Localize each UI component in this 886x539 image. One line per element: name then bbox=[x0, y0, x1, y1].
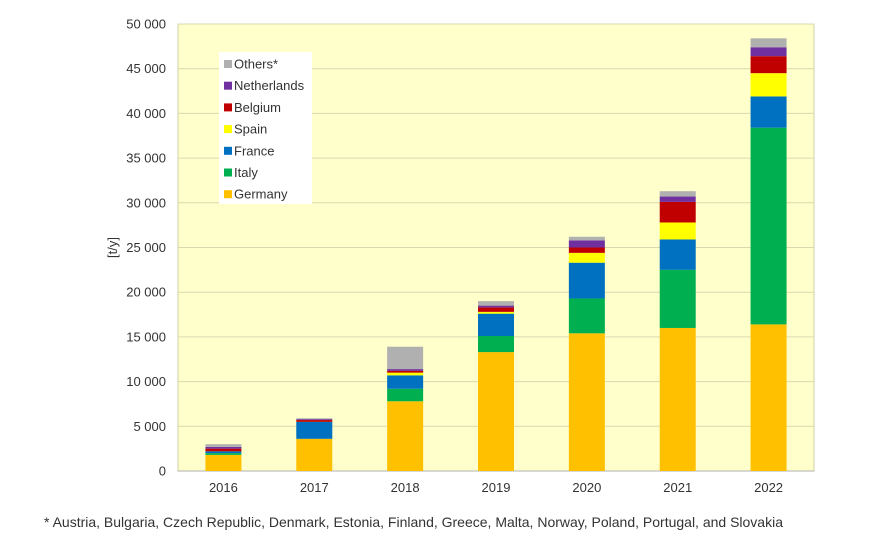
legend-swatch bbox=[224, 81, 232, 90]
bar-segment bbox=[387, 372, 424, 376]
y-tick-label: 5 000 bbox=[133, 419, 166, 434]
y-tick-label: 35 000 bbox=[126, 151, 166, 166]
bar-segment bbox=[750, 47, 787, 57]
legend-label: Belgium bbox=[234, 100, 281, 115]
y-tick-label: 25 000 bbox=[126, 240, 166, 255]
bar-segment bbox=[478, 311, 514, 314]
bar-segment bbox=[296, 421, 333, 439]
bar-segment bbox=[296, 419, 333, 421]
legend-label: France bbox=[234, 143, 274, 158]
legend-swatch bbox=[224, 168, 232, 177]
bar-segment bbox=[205, 451, 242, 454]
bar-segment bbox=[659, 196, 696, 202]
bar-segment bbox=[478, 313, 514, 337]
bars bbox=[205, 38, 787, 471]
legend-swatch bbox=[224, 146, 232, 155]
bar-segment bbox=[568, 298, 605, 334]
bar-segment bbox=[750, 56, 787, 74]
bar-segment bbox=[750, 324, 787, 471]
bar-segment bbox=[296, 438, 333, 471]
bar-segment bbox=[659, 191, 696, 197]
bar-segment bbox=[387, 401, 424, 471]
x-tick-label: 2018 bbox=[391, 480, 420, 495]
bar-segment bbox=[750, 73, 787, 97]
bar-segment bbox=[296, 418, 333, 420]
legend-label: Others* bbox=[234, 57, 278, 72]
bar-segment bbox=[478, 305, 514, 308]
bar-segment bbox=[478, 352, 514, 471]
legend: Others* Netherlands Belgium Spain France Ital… bbox=[219, 52, 312, 204]
legend-label: Italy bbox=[234, 165, 258, 180]
y-tick-label: 15 000 bbox=[126, 329, 166, 344]
legend-swatch bbox=[224, 103, 232, 112]
x-tick-label: 2021 bbox=[663, 480, 692, 495]
bar-segment bbox=[478, 307, 514, 312]
bar-segment bbox=[387, 375, 424, 389]
y-tick-label: 40 000 bbox=[126, 106, 166, 121]
bar-segment bbox=[568, 247, 605, 253]
legend-label: Germany bbox=[234, 187, 288, 202]
bar-segment bbox=[387, 370, 424, 373]
bar-segment bbox=[205, 453, 242, 455]
x-tick-label: 2022 bbox=[754, 480, 783, 495]
stacked-bar-chart: 0 5 000 10 000 15 000 20 000 25 000 30 000 35 0… bbox=[105, 17, 815, 495]
bar-segment bbox=[750, 127, 787, 325]
bar-segment bbox=[659, 239, 696, 270]
bar-segment bbox=[296, 420, 333, 422]
y-axis-ticks: 0 5 000 10 000 15 000 20 000 25 000 30 000 35 0… bbox=[126, 17, 166, 479]
y-tick-label: 20 000 bbox=[126, 285, 166, 300]
bar-segment bbox=[387, 346, 424, 370]
bar-segment bbox=[659, 327, 696, 471]
bar-segment bbox=[750, 38, 787, 48]
bar-segment bbox=[205, 448, 242, 452]
bar-segment bbox=[568, 262, 605, 299]
y-tick-label: 10 000 bbox=[126, 374, 166, 389]
bar-segment bbox=[568, 252, 605, 263]
x-tick-label: 2020 bbox=[572, 480, 601, 495]
bar-segment bbox=[205, 444, 242, 447]
y-tick-label: 45 000 bbox=[126, 61, 166, 76]
y-tick-label: 30 000 bbox=[126, 195, 166, 210]
bar-segment bbox=[568, 333, 605, 471]
bar-segment bbox=[659, 222, 696, 240]
bar-segment bbox=[387, 369, 424, 371]
bar-segment bbox=[205, 446, 242, 449]
bar-segment bbox=[387, 388, 424, 402]
legend-label: Netherlands bbox=[234, 78, 305, 93]
legend-box bbox=[219, 52, 312, 204]
x-axis-ticks: 2016 2017 2018 2019 2020 2021 2022 bbox=[209, 480, 783, 495]
legend-label: Spain bbox=[234, 122, 267, 137]
x-tick-label: 2017 bbox=[300, 480, 329, 495]
bar-segment bbox=[750, 96, 787, 128]
x-tick-label: 2016 bbox=[209, 480, 238, 495]
y-axis-label: [t/y] bbox=[105, 237, 120, 258]
legend-swatch bbox=[224, 190, 232, 199]
x-tick-label: 2019 bbox=[482, 480, 511, 495]
y-tick-label: 50 000 bbox=[126, 17, 166, 32]
legend-swatch bbox=[224, 60, 232, 68]
bar-segment bbox=[659, 269, 696, 328]
bar-segment bbox=[568, 240, 605, 248]
legend-swatch bbox=[224, 125, 232, 134]
bar-segment bbox=[568, 236, 605, 241]
bar-segment bbox=[659, 201, 696, 223]
y-tick-label: 0 bbox=[159, 464, 166, 479]
bar-segment bbox=[478, 301, 514, 306]
bar-segment bbox=[205, 454, 242, 471]
footnote: * Austria, Bulgaria, Czech Republic, Den… bbox=[44, 514, 783, 530]
bar-segment bbox=[478, 336, 514, 353]
